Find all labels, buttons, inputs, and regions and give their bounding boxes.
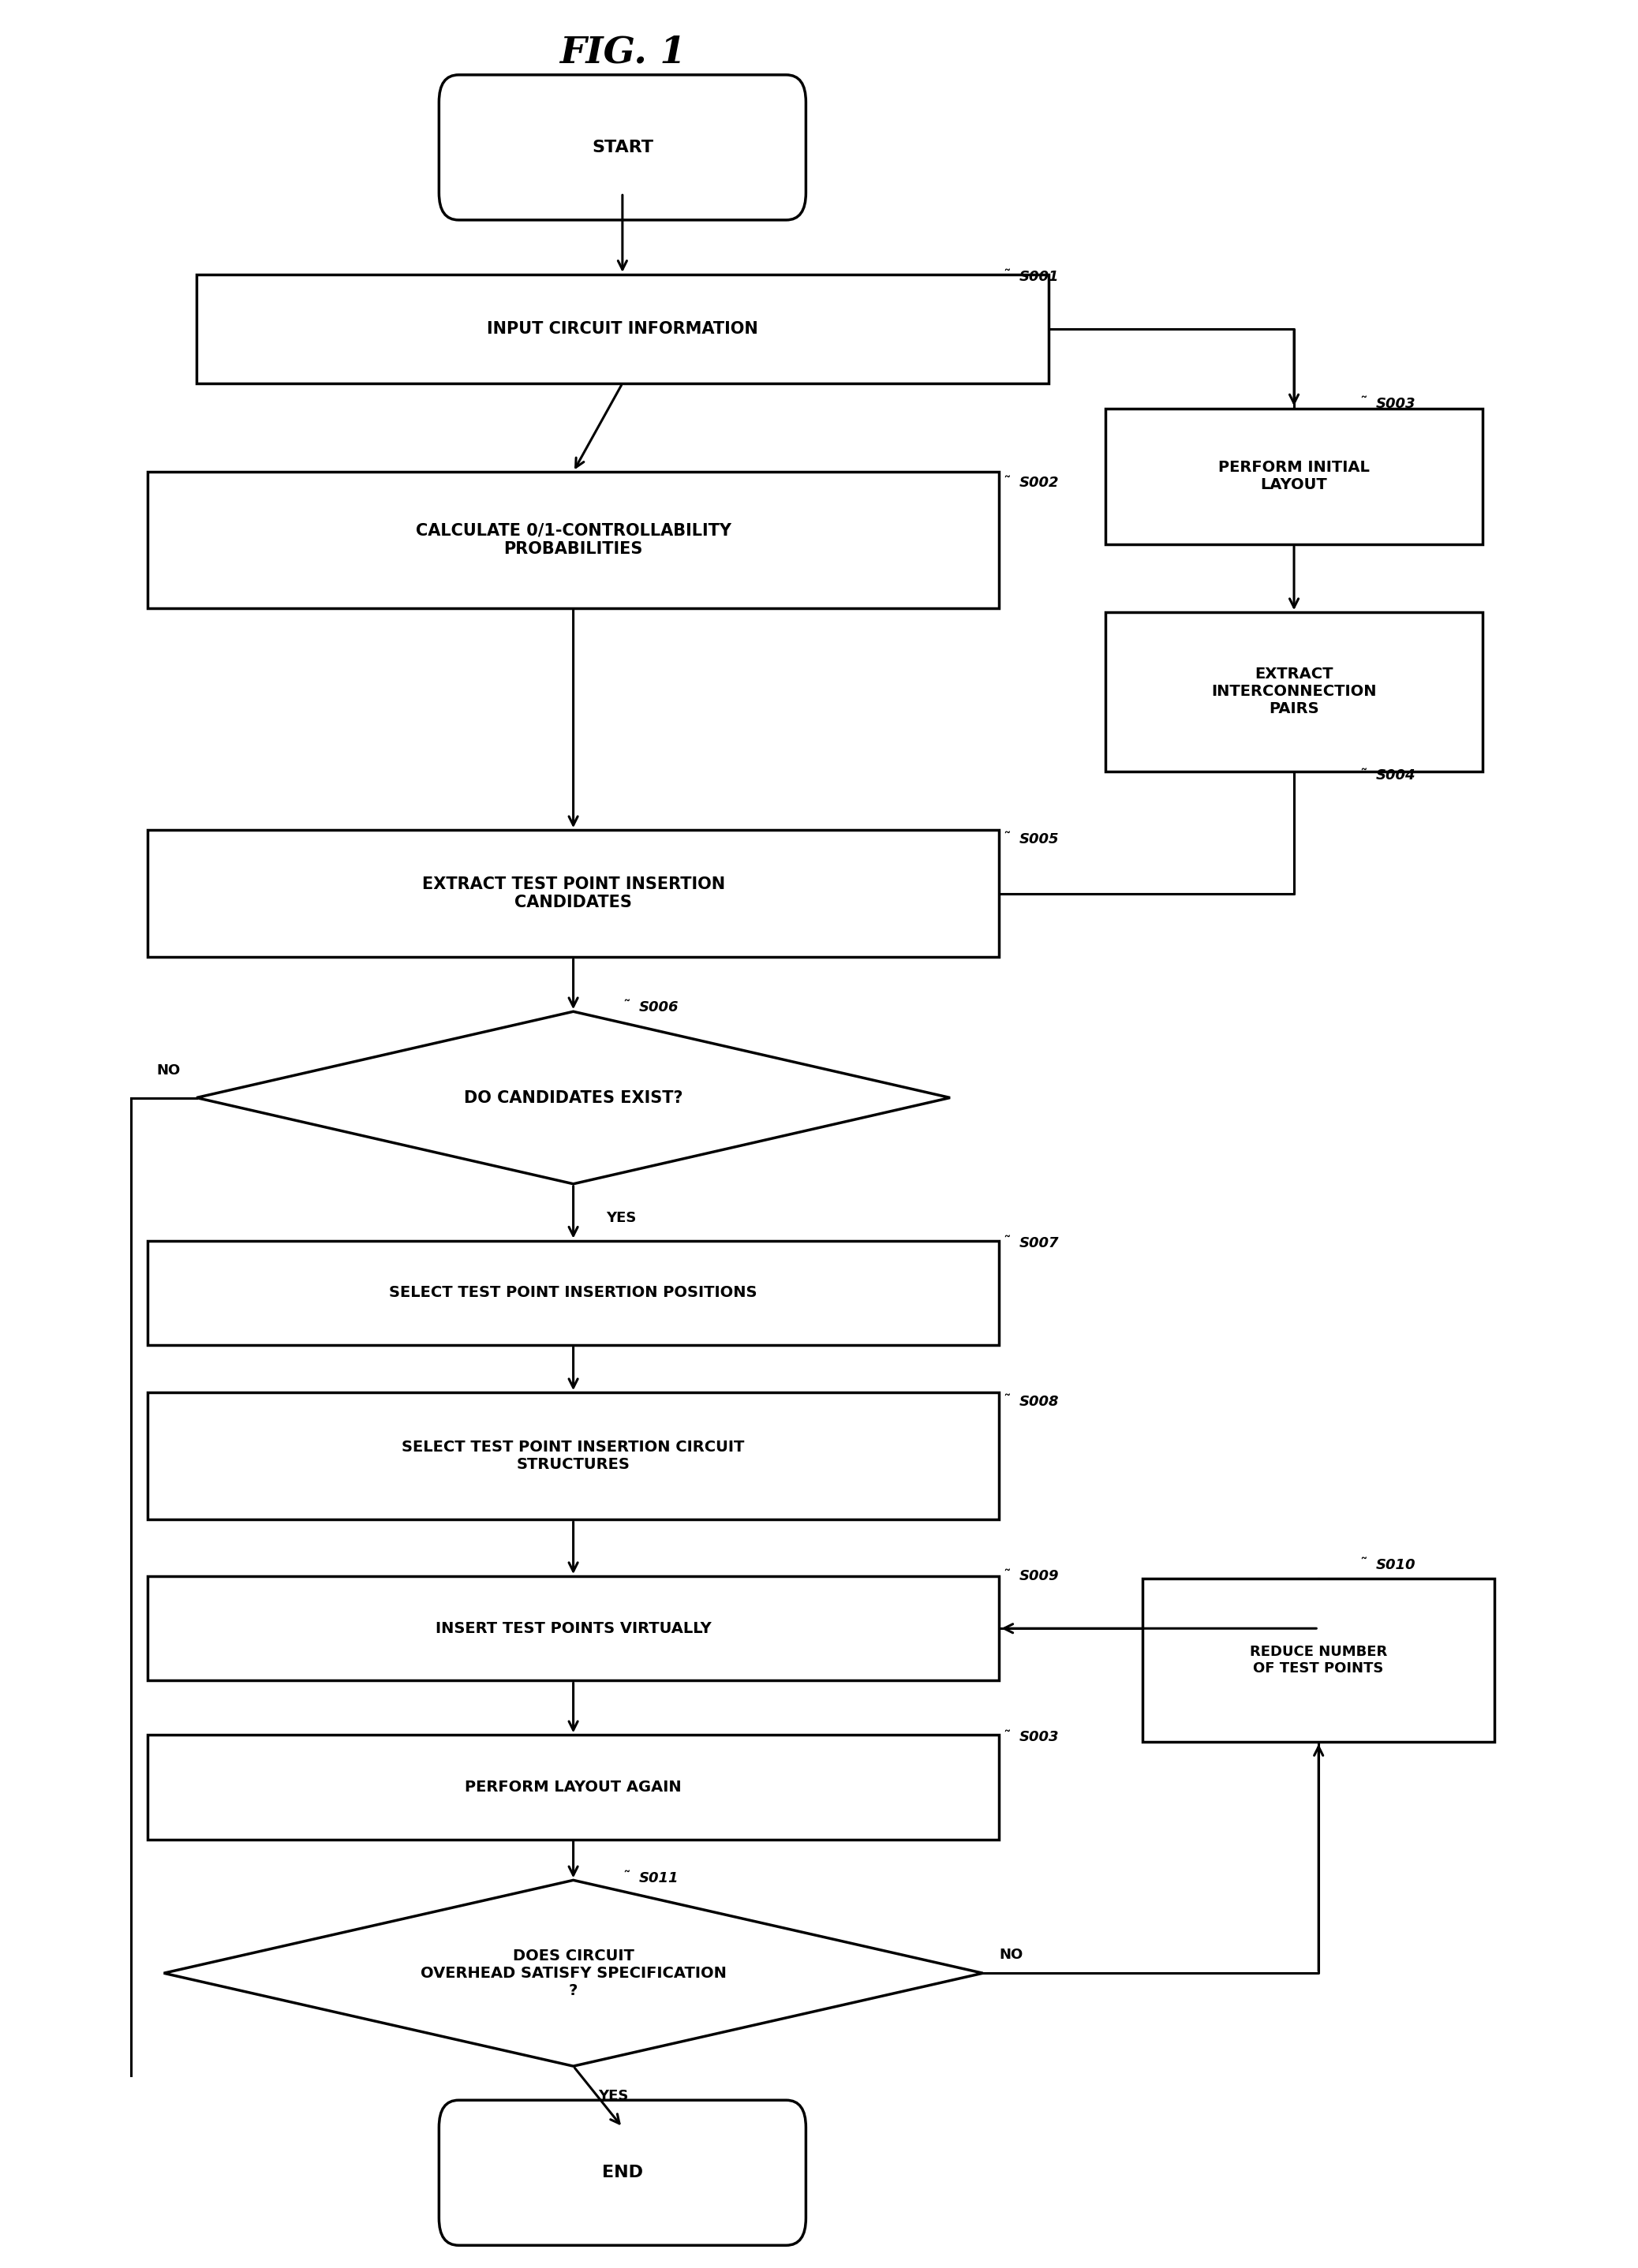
Text: S009: S009 [1019, 1569, 1058, 1583]
Text: YES: YES [606, 1211, 636, 1225]
Text: ˜: ˜ [1002, 1395, 1011, 1408]
Text: INPUT CIRCUIT INFORMATION: INPUT CIRCUIT INFORMATION [486, 322, 758, 336]
Text: YES: YES [598, 2089, 627, 2102]
Text: EXTRACT TEST POINT INSERTION
CANDIDATES: EXTRACT TEST POINT INSERTION CANDIDATES [421, 875, 726, 912]
Text: ˜: ˜ [1002, 270, 1011, 284]
Bar [147, 1241, 999, 1345]
FancyBboxPatch shape [439, 2100, 806, 2245]
Text: REDUCE NUMBER
OF TEST POINTS: REDUCE NUMBER OF TEST POINTS [1250, 1644, 1387, 1676]
Text: S001: S001 [1019, 270, 1058, 284]
Text: EXTRACT
INTERCONNECTION
PAIRS: EXTRACT INTERCONNECTION PAIRS [1212, 667, 1376, 717]
Text: ˜: ˜ [1360, 1558, 1368, 1572]
Text: S007: S007 [1019, 1236, 1058, 1250]
Text: DOES CIRCUIT
OVERHEAD SATISFY SPECIFICATION
?: DOES CIRCUIT OVERHEAD SATISFY SPECIFICAT… [421, 1948, 726, 1998]
Bar [197, 274, 1048, 383]
Text: DO CANDIDATES EXIST?: DO CANDIDATES EXIST? [464, 1091, 683, 1105]
Text: ˜: ˜ [622, 1871, 631, 1885]
Text: INSERT TEST POINTS VIRTUALLY: INSERT TEST POINTS VIRTUALLY [436, 1622, 711, 1635]
Bar [1106, 408, 1482, 544]
Bar [147, 472, 999, 608]
Text: ˜: ˜ [1360, 397, 1368, 411]
Text: S011: S011 [639, 1871, 678, 1885]
Bar [147, 830, 999, 957]
Polygon shape [164, 1880, 983, 2066]
Bar [147, 1735, 999, 1839]
Text: S010: S010 [1376, 1558, 1415, 1572]
Text: NO: NO [999, 1948, 1024, 1962]
Text: SELECT TEST POINT INSERTION CIRCUIT
STRUCTURES: SELECT TEST POINT INSERTION CIRCUIT STRU… [401, 1440, 745, 1472]
Text: ˜: ˜ [1002, 1236, 1011, 1250]
Bar [1143, 1579, 1494, 1742]
Text: NO: NO [156, 1064, 180, 1077]
Text: ˜: ˜ [622, 1000, 631, 1014]
Bar [1106, 612, 1482, 771]
Bar [147, 1576, 999, 1681]
Text: ˜: ˜ [1360, 769, 1368, 782]
Text: S004: S004 [1376, 769, 1415, 782]
Text: PERFORM LAYOUT AGAIN: PERFORM LAYOUT AGAIN [465, 1780, 681, 1794]
Bar [147, 1393, 999, 1520]
Text: S003: S003 [1019, 1730, 1058, 1744]
Text: END: END [601, 2166, 644, 2180]
Text: PERFORM INITIAL
LAYOUT: PERFORM INITIAL LAYOUT [1219, 460, 1369, 492]
Text: ˜: ˜ [1002, 476, 1011, 490]
Text: S006: S006 [639, 1000, 678, 1014]
Polygon shape [197, 1012, 950, 1184]
Text: SELECT TEST POINT INSERTION POSITIONS: SELECT TEST POINT INSERTION POSITIONS [390, 1286, 757, 1300]
Text: S003: S003 [1376, 397, 1415, 411]
Text: S005: S005 [1019, 832, 1058, 846]
Text: ˜: ˜ [1002, 1730, 1011, 1744]
Text: ˜: ˜ [1002, 832, 1011, 846]
Text: ˜: ˜ [1002, 1569, 1011, 1583]
Text: CALCULATE 0/1-CONTROLLABILITY
PROBABILITIES: CALCULATE 0/1-CONTROLLABILITY PROBABILIT… [416, 522, 731, 558]
Text: START: START [591, 141, 654, 154]
Text: S008: S008 [1019, 1395, 1058, 1408]
Text: FIG. 1: FIG. 1 [559, 34, 686, 70]
FancyBboxPatch shape [439, 75, 806, 220]
Text: S002: S002 [1019, 476, 1058, 490]
